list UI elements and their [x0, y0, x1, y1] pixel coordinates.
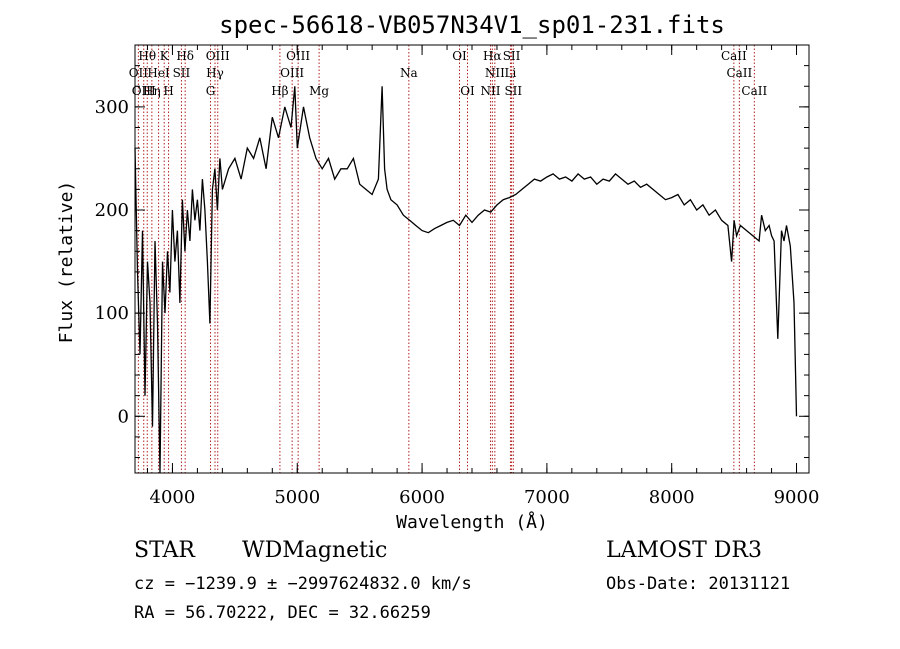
spectral-line-label: Mg [309, 84, 329, 98]
spectral-line-label: SII [503, 49, 521, 63]
y-tick-label: 0 [118, 406, 129, 427]
x-tick-label: 7000 [524, 487, 570, 508]
spectral-line-label: Hγ [206, 66, 224, 80]
x-tick-label: 6000 [399, 487, 445, 508]
coordinates: RA = 56.70222, DEC = 32.66259 [134, 603, 431, 623]
spectral-line-label: OIII [280, 66, 304, 80]
spectral-line-label: NII [480, 84, 500, 98]
spectral-line-label: Hθ [138, 49, 156, 63]
spectral-line-label: OIII [132, 84, 156, 98]
spectral-line-label: Hδ [176, 49, 194, 63]
spectral-line-label: HeI [147, 66, 170, 80]
x-tick-label: 8000 [649, 487, 695, 508]
spectral-line-label: Hα [483, 49, 502, 63]
x-axis-label: Wavelength (Å) [396, 511, 548, 533]
object-class: STAR [134, 538, 195, 563]
spectral-line-label: CaII [726, 66, 752, 80]
spectral-line-label: SII [173, 66, 191, 80]
spectral-line-label: OI [460, 84, 475, 98]
object-subclass: WDMagnetic [242, 538, 388, 563]
spectral-line-label: Hη [143, 84, 161, 98]
x-tick-label: 5000 [274, 487, 320, 508]
spectral-line-label: G [206, 84, 216, 98]
spectral-line-markers [137, 45, 755, 473]
spectral-line-label: Hβ [271, 84, 288, 98]
y-tick-label: 100 [95, 303, 129, 324]
survey-name: LAMOST DR3 [606, 538, 762, 563]
spectral-line-label: OIII [286, 49, 310, 63]
axis-ticks: 4000 5000 6000 7000 8000 9000 0 100 200 300 [95, 45, 820, 508]
plot-frame [134, 44, 810, 474]
x-tick-label: 4000 [150, 487, 196, 508]
x-tick-label: 9000 [774, 487, 820, 508]
y-tick-label: 200 [95, 200, 129, 221]
spectral-line-label: Na [400, 66, 418, 80]
spectral-line-label: OIII [206, 49, 230, 63]
spectrum-line [134, 86, 798, 474]
spectral-line-label: OII [129, 66, 149, 80]
spectral-line-labels: HθOIIOIIIHηHeIKHSIIHδGHγOIIIHβOIIIOIIIMg… [129, 49, 768, 98]
spectral-line-label: H [163, 84, 173, 98]
y-axis-label: Flux (relative) [56, 181, 77, 344]
spectral-line-label: SII [504, 84, 522, 98]
spectral-line-label: K [160, 49, 170, 63]
redshift-info: cz = −1239.9 ± −2997624832.0 km/s [134, 574, 472, 594]
chart-title: spec-56618-VB057N34V1_sp01-231.fits [219, 11, 725, 39]
spectral-line-label: CaII [721, 49, 747, 63]
spectral-line-label: CaII [741, 84, 767, 98]
y-tick-label: 300 [95, 97, 129, 118]
spectral-line-label: Li [505, 66, 517, 80]
spectral-line-label: NII [485, 66, 505, 80]
spectral-line-label: OI [452, 49, 467, 63]
observation-date: Obs-Date: 20131121 [606, 574, 791, 594]
